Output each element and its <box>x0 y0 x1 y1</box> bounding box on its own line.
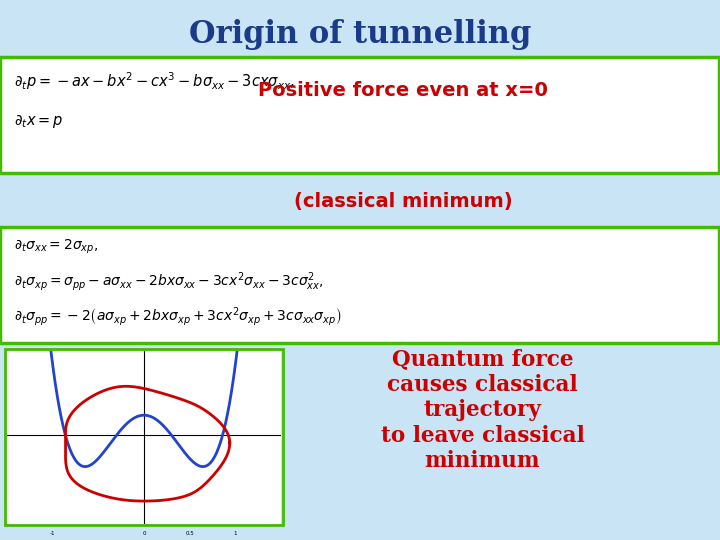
Text: $\partial_t \sigma_{xp} = \sigma_{pp} - a\sigma_{xx} - 2bx\sigma_{xx} - 3cx^2\si: $\partial_t \sigma_{xp} = \sigma_{pp} - … <box>14 270 324 293</box>
Text: (classical minimum): (classical minimum) <box>294 192 513 211</box>
Text: $\partial_t x = p$: $\partial_t x = p$ <box>14 113 64 130</box>
FancyBboxPatch shape <box>0 227 719 343</box>
Text: $\partial_t \sigma_{xx} = 2\sigma_{xp},$: $\partial_t \sigma_{xx} = 2\sigma_{xp},$ <box>14 238 99 256</box>
Text: Positive force even at x=0: Positive force even at x=0 <box>258 81 548 100</box>
Text: $\partial_t \sigma_{pp} = -2\left(a\sigma_{xp} + 2bx\sigma_{xp} + 3cx^2\sigma_{x: $\partial_t \sigma_{pp} = -2\left(a\sigm… <box>14 305 342 328</box>
Text: Quantum force
causes classical
trajectory
to leave classical
minimum: Quantum force causes classical trajector… <box>381 348 584 472</box>
Text: $\partial_t p = -ax - bx^2 - cx^3 - b\sigma_{xx} - 3cx\sigma_{xx},$: $\partial_t p = -ax - bx^2 - cx^3 - b\si… <box>14 70 295 92</box>
Text: Origin of tunnelling: Origin of tunnelling <box>189 19 531 50</box>
FancyBboxPatch shape <box>0 57 719 173</box>
